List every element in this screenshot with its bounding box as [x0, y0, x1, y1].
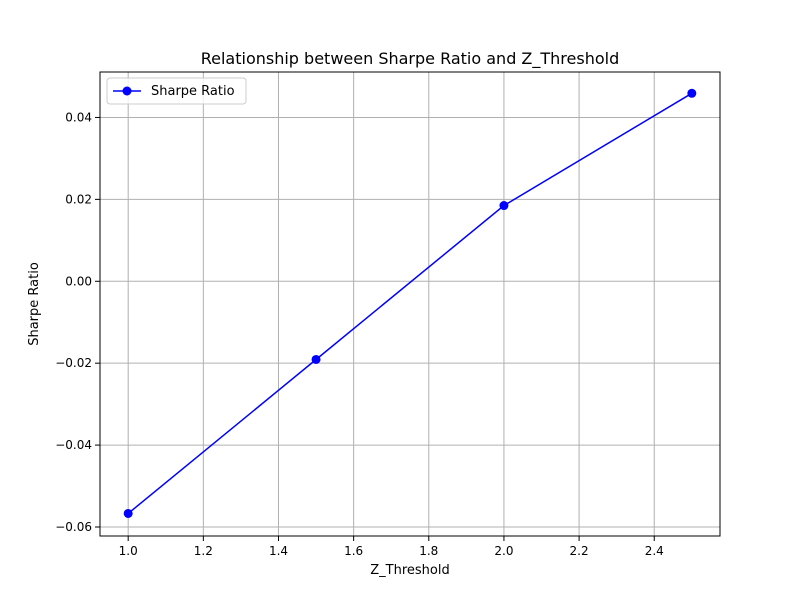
- plot-frame: [99, 71, 721, 537]
- data-point: [499, 201, 509, 211]
- y-tick-label: −0.04: [55, 438, 92, 452]
- y-tick-label: 0.02: [65, 192, 92, 206]
- y-axis-label: Sharpe Ratio: [27, 262, 42, 346]
- legend-marker-sample: [122, 86, 132, 96]
- data-point: [311, 354, 321, 364]
- x-tick-label: 1.8: [419, 544, 438, 558]
- series-layer: [123, 88, 697, 518]
- x-tick-label: 1.6: [344, 544, 363, 558]
- y-tick-label: −0.02: [55, 356, 92, 370]
- x-tick-label: 1.0: [119, 544, 138, 558]
- x-tick-label: 2.4: [645, 544, 664, 558]
- legend-box: [106, 77, 247, 105]
- series-line: [127, 92, 693, 515]
- x-axis-ticks: 1.0 1.2 1.4 1.6 1.8 2.0 2.2 2.4: [119, 536, 664, 558]
- x-tick-label: 2.2: [570, 544, 589, 558]
- y-axis-ticks: −0.06 −0.04 −0.02 0.00 0.02 0.04: [55, 110, 100, 534]
- data-point: [687, 88, 697, 98]
- legend: Sharpe Ratio: [106, 77, 247, 105]
- data-point: [123, 508, 133, 518]
- legend-label: Sharpe Ratio: [151, 84, 235, 99]
- y-tick-label: 0.00: [65, 274, 92, 288]
- x-axis-label: Z_Threshold: [370, 563, 449, 578]
- x-tick-label: 1.2: [194, 544, 213, 558]
- y-tick-label: 0.04: [65, 110, 92, 124]
- x-tick-label: 2.0: [494, 544, 513, 558]
- grid: [100, 72, 720, 536]
- x-tick-label: 1.4: [269, 544, 288, 558]
- chart-title: Relationship between Sharpe Ratio and Z_…: [201, 49, 620, 69]
- y-tick-label: −0.06: [55, 520, 92, 534]
